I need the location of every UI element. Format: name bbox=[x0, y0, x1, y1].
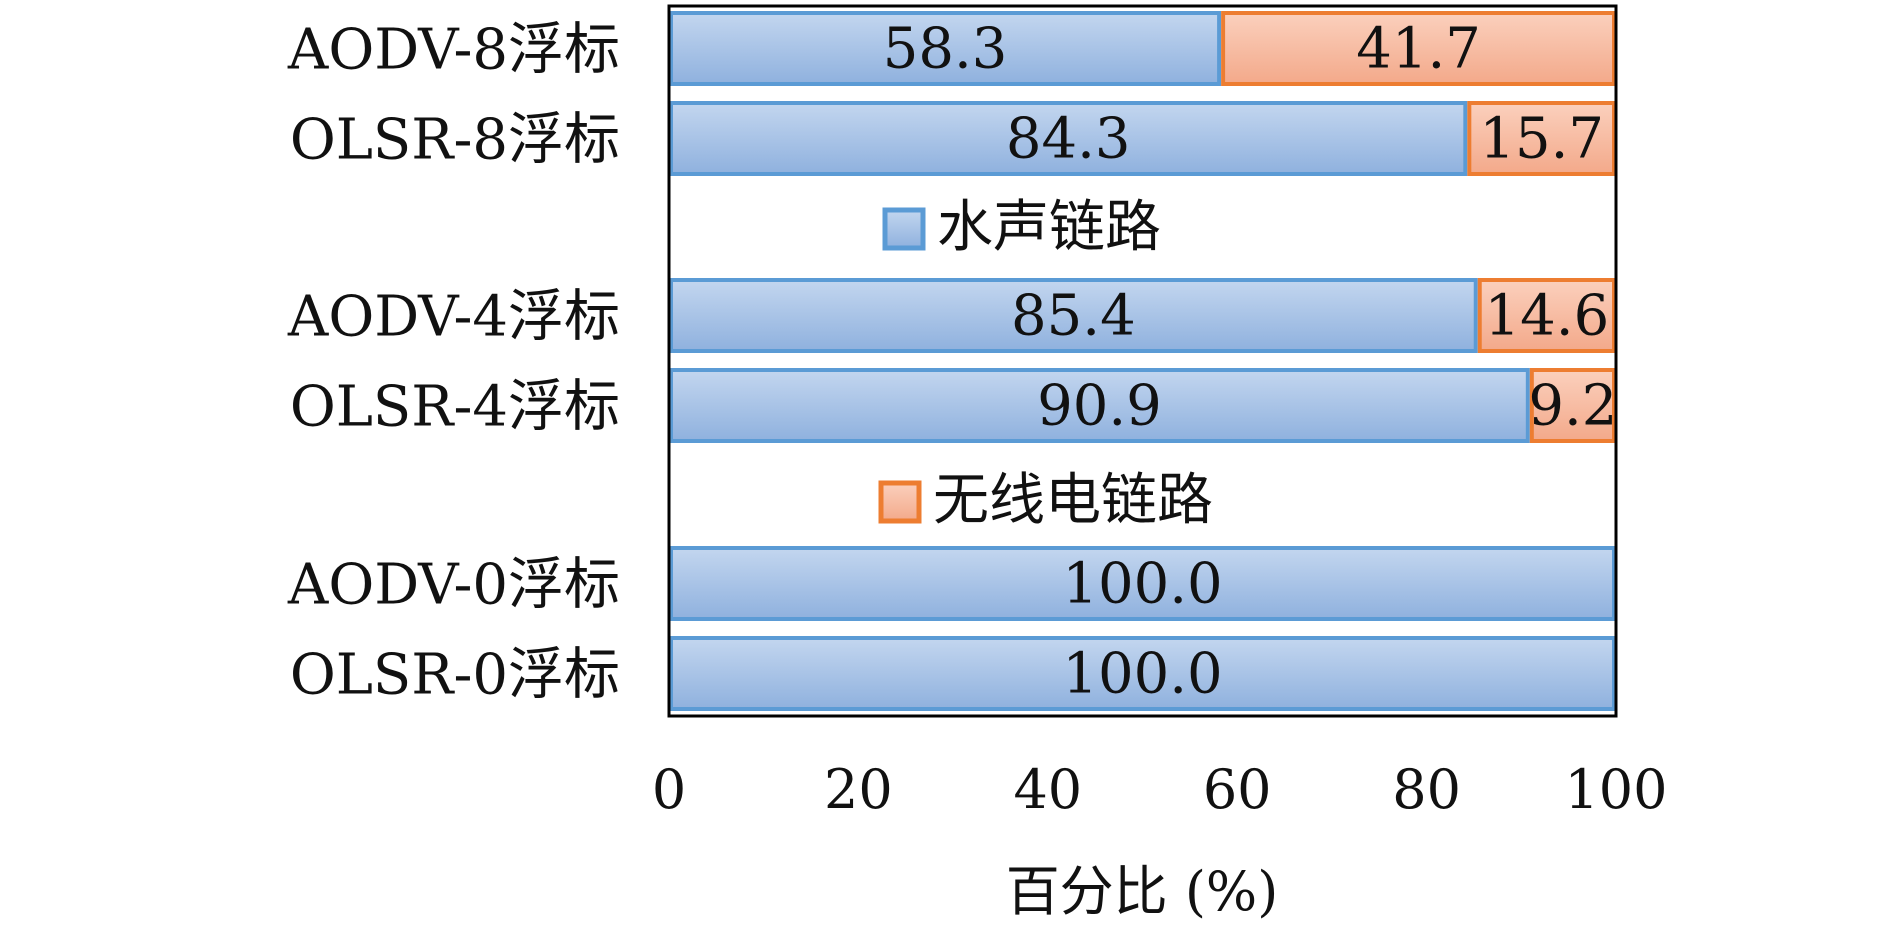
x-tick-label: 0 bbox=[652, 758, 686, 821]
x-tick-label: 60 bbox=[1203, 758, 1272, 821]
legend-swatch-1 bbox=[878, 480, 922, 524]
category-label: OLSR-0浮标 bbox=[290, 643, 620, 708]
bar-acoustic-1 bbox=[669, 101, 1468, 176]
bar-value-label: 100.0 bbox=[1062, 552, 1222, 617]
bar-acoustic-3 bbox=[669, 368, 1530, 443]
category-label: AODV-0浮标 bbox=[287, 553, 620, 618]
bar-radio-0 bbox=[1221, 11, 1616, 86]
category-label: AODV-8浮标 bbox=[287, 18, 620, 83]
bar-radio-1 bbox=[1467, 101, 1617, 176]
category-label: AODV-4浮标 bbox=[287, 285, 620, 350]
bar-acoustic-2 bbox=[669, 278, 1478, 353]
bar-radio-2 bbox=[1477, 278, 1617, 353]
bar-acoustic-5 bbox=[669, 636, 1616, 711]
x-tick-label: 20 bbox=[824, 758, 893, 821]
labels-layer: 58.3 41.7 AODV-8浮标 84.3 15.7 OLSR-8浮标 85.4 14.6… bbox=[287, 17, 1618, 708]
x-tick-label: 40 bbox=[1013, 758, 1082, 821]
bar-radio-3 bbox=[1529, 368, 1616, 443]
category-label: OLSR-4浮标 bbox=[290, 375, 620, 440]
category-label: OLSR-8浮标 bbox=[290, 108, 620, 173]
bar-value-label: 15.7 bbox=[1479, 107, 1604, 172]
legend-label-0: 水声链路 bbox=[937, 195, 1161, 260]
x-axis-label: 百分比 (%) bbox=[1006, 860, 1279, 923]
x-axis: 0 20 40 60 80 100 bbox=[652, 758, 1668, 821]
bar-value-label: 9.2 bbox=[1528, 374, 1617, 439]
bar-value-label: 100.0 bbox=[1062, 642, 1222, 707]
x-tick-label: 100 bbox=[1564, 758, 1667, 821]
bar-value-label: 90.9 bbox=[1037, 374, 1162, 439]
bar-value-label: 58.3 bbox=[883, 17, 1008, 82]
bar-value-label: 85.4 bbox=[1011, 284, 1136, 349]
bar-value-label: 84.3 bbox=[1006, 107, 1131, 172]
plot-frame bbox=[667, 4, 1618, 718]
bars-layer bbox=[669, 11, 1617, 711]
bar-acoustic-4 bbox=[669, 546, 1616, 621]
bar-acoustic-0 bbox=[669, 11, 1222, 86]
bar-value-label: 14.6 bbox=[1485, 284, 1610, 349]
legend-swatch-0 bbox=[882, 207, 926, 251]
legend-label-1: 无线电链路 bbox=[933, 468, 1213, 533]
bar-value-label: 41.7 bbox=[1356, 17, 1481, 82]
x-tick-label: 80 bbox=[1392, 758, 1461, 821]
